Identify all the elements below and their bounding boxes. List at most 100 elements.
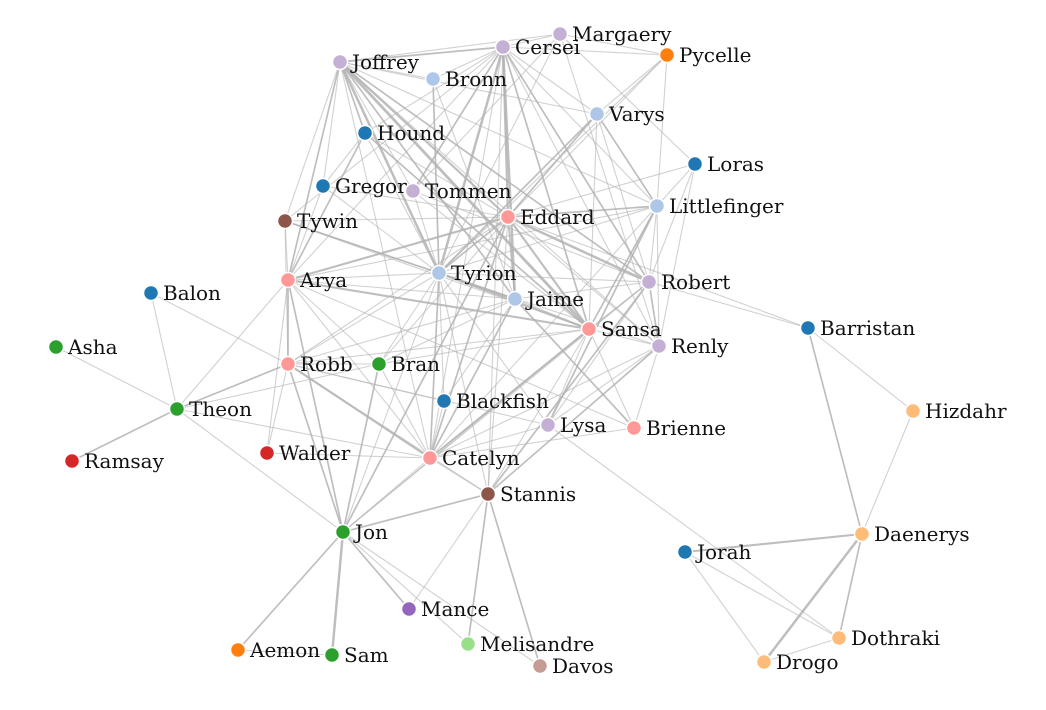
node-daenerys[interactable]: Daenerys: [853, 522, 970, 546]
node-dot-tyrion[interactable]: [430, 264, 448, 282]
node-arya[interactable]: Arya: [279, 268, 348, 292]
node-brienne[interactable]: Brienne: [625, 416, 727, 440]
node-robb[interactable]: Robb: [279, 352, 353, 376]
node-dot-daenerys[interactable]: [853, 525, 871, 543]
node-cersei[interactable]: Cersei: [494, 35, 581, 59]
link-theon-arya: [176, 279, 289, 410]
link-jon-melisandre: [342, 531, 469, 645]
node-dot-blackfish[interactable]: [435, 392, 453, 410]
node-melisandre[interactable]: Melisandre: [459, 632, 595, 656]
node-blackfish[interactable]: Blackfish: [435, 389, 549, 413]
link-joffrey-tommen: [339, 61, 414, 192]
node-dot-lysa[interactable]: [539, 416, 557, 434]
link-jaime-catelyn: [429, 298, 516, 459]
link-joffrey-tyrion: [338, 60, 441, 275]
node-dot-cersei[interactable]: [494, 38, 512, 56]
node-ramsay[interactable]: Ramsay: [63, 449, 165, 473]
node-dot-margaery[interactable]: [551, 25, 569, 43]
node-dot-loras[interactable]: [686, 155, 704, 173]
node-tywin[interactable]: Tywin: [276, 209, 359, 233]
node-littlefinger[interactable]: Littlefinger: [648, 194, 784, 218]
node-bran[interactable]: Bran: [370, 352, 441, 376]
node-dot-tommen[interactable]: [404, 182, 422, 200]
node-dot-davos[interactable]: [531, 657, 549, 675]
node-dot-sansa[interactable]: [580, 320, 598, 338]
node-dot-robb[interactable]: [279, 355, 297, 373]
node-dot-robert[interactable]: [640, 273, 658, 291]
node-dot-walder[interactable]: [258, 444, 276, 462]
node-dot-hizdahr[interactable]: [904, 402, 922, 420]
node-jaime[interactable]: Jaime: [506, 287, 585, 311]
node-dot-jorah[interactable]: [676, 543, 694, 561]
node-stannis[interactable]: Stannis: [479, 482, 577, 506]
node-drogo[interactable]: Drogo: [755, 650, 839, 674]
node-pycelle[interactable]: Pycelle: [658, 43, 752, 67]
node-dot-ramsay[interactable]: [63, 452, 81, 470]
node-dot-brienne[interactable]: [625, 419, 643, 437]
node-tyrion[interactable]: Tyrion: [430, 261, 517, 285]
node-dot-sam[interactable]: [323, 646, 341, 664]
link-stannis-jon: [342, 493, 489, 533]
node-dot-dothraki[interactable]: [830, 629, 848, 647]
node-barristan[interactable]: Barristan: [799, 316, 916, 340]
link-pycelle-littlefinger: [656, 54, 668, 207]
node-dot-bronn[interactable]: [424, 70, 442, 88]
node-joffrey[interactable]: Joffrey: [331, 50, 420, 74]
node-dot-drogo[interactable]: [755, 653, 773, 671]
node-sam[interactable]: Sam: [323, 643, 389, 667]
node-dot-jon[interactable]: [334, 523, 352, 541]
node-balon[interactable]: Balon: [142, 281, 222, 305]
link-cersei-arya: [287, 46, 504, 281]
link-varys-sansa: [588, 113, 598, 330]
link-tyrion-robert: [438, 272, 650, 283]
node-eddard[interactable]: Eddard: [499, 205, 595, 229]
node-dot-pycelle[interactable]: [658, 46, 676, 64]
node-dot-barristan[interactable]: [799, 319, 817, 337]
node-dot-arya[interactable]: [279, 271, 297, 289]
node-dot-mance[interactable]: [400, 600, 418, 618]
node-renly[interactable]: Renly: [650, 334, 730, 358]
node-aemon[interactable]: Aemon: [229, 638, 321, 662]
node-hound[interactable]: Hound: [356, 121, 446, 145]
node-varys[interactable]: Varys: [588, 102, 665, 126]
node-dot-catelyn[interactable]: [421, 449, 439, 467]
node-asha[interactable]: Asha: [47, 335, 118, 359]
node-dothraki[interactable]: Dothraki: [830, 626, 941, 650]
node-robert[interactable]: Robert: [640, 270, 731, 294]
node-hizdahr[interactable]: Hizdahr: [904, 399, 1007, 423]
node-catelyn[interactable]: Catelyn: [421, 446, 520, 470]
node-walder[interactable]: Walder: [258, 441, 351, 465]
node-dot-littlefinger[interactable]: [648, 197, 666, 215]
node-dot-tywin[interactable]: [276, 212, 294, 230]
link-varys-tyrion: [438, 113, 598, 274]
node-jon[interactable]: Jon: [334, 520, 389, 544]
node-dot-stannis[interactable]: [479, 485, 497, 503]
link-eddard-robert: [506, 215, 651, 284]
node-gregor[interactable]: Gregor: [314, 174, 408, 198]
link-sansa-lysa: [547, 328, 590, 426]
node-dot-aemon[interactable]: [229, 641, 247, 659]
node-dot-asha[interactable]: [47, 338, 65, 356]
node-mance[interactable]: Mance: [400, 597, 490, 621]
node-bronn[interactable]: Bronn: [424, 67, 508, 91]
node-dot-bran[interactable]: [370, 355, 388, 373]
node-sansa[interactable]: Sansa: [580, 317, 662, 341]
node-lysa[interactable]: Lysa: [539, 413, 607, 437]
node-loras[interactable]: Loras: [686, 152, 765, 176]
node-theon[interactable]: Theon: [168, 397, 253, 421]
node-dot-theon[interactable]: [168, 400, 186, 418]
node-dot-jaime[interactable]: [506, 290, 524, 308]
node-dot-eddard[interactable]: [499, 208, 517, 226]
node-dot-renly[interactable]: [650, 337, 668, 355]
link-cersei-margaery: [502, 33, 561, 48]
node-jorah[interactable]: Jorah: [676, 540, 752, 564]
node-tommen[interactable]: Tommen: [404, 179, 512, 203]
node-davos[interactable]: Davos: [531, 654, 614, 678]
node-dot-balon[interactable]: [142, 284, 160, 302]
node-dot-hound[interactable]: [356, 124, 374, 142]
node-dot-varys[interactable]: [588, 105, 606, 123]
node-dot-gregor[interactable]: [314, 177, 332, 195]
node-margaery[interactable]: Margaery: [551, 22, 673, 46]
node-dot-joffrey[interactable]: [331, 53, 349, 71]
node-dot-melisandre[interactable]: [459, 635, 477, 653]
